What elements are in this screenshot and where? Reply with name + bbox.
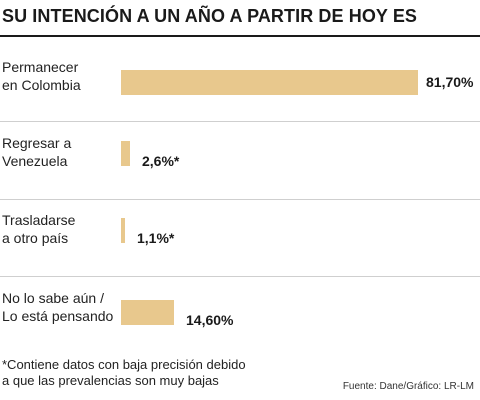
category-label-line: Regresar a xyxy=(2,135,72,151)
category-label: Trasladarse a otro país xyxy=(2,211,75,247)
bar xyxy=(121,141,130,166)
category-label-line: Permanecer xyxy=(2,59,79,75)
row-divider xyxy=(0,199,480,200)
bar xyxy=(121,70,418,95)
footnote-line-2: a que las prevalencias son muy bajas xyxy=(2,373,219,388)
value-label: 1,1%* xyxy=(137,230,175,246)
category-label: Permanecer en Colombia xyxy=(2,58,81,94)
footnote: *Contiene datos con baja precisión debid… xyxy=(2,357,246,389)
row-divider xyxy=(0,276,480,277)
category-label-line: Lo está pensando xyxy=(2,308,114,324)
footnote-line-1: *Contiene datos con baja precisión debid… xyxy=(2,357,246,372)
bar xyxy=(121,300,174,325)
category-label-line: No lo sabe aún / xyxy=(2,290,104,306)
chart-title: SU INTENCIÓN A UN AÑO A PARTIR DE HOY ES xyxy=(2,6,418,26)
row-divider xyxy=(0,121,480,122)
source-note: Fuente: Dane/Gráfico: LR-LM xyxy=(342,381,474,392)
value-label: 14,60% xyxy=(186,312,234,328)
value-label: 2,6%* xyxy=(142,153,180,169)
category-label-line: Venezuela xyxy=(2,153,68,169)
category-label-line: a otro país xyxy=(2,230,69,246)
title-rule xyxy=(0,35,480,37)
category-label: No lo sabe aún / Lo está pensando xyxy=(2,289,113,325)
bar xyxy=(121,218,125,243)
category-label-line: Trasladarse xyxy=(2,212,76,228)
value-label: 81,70% xyxy=(426,74,474,90)
category-label: Regresar a Venezuela xyxy=(2,134,71,170)
category-label-line: en Colombia xyxy=(2,77,81,93)
